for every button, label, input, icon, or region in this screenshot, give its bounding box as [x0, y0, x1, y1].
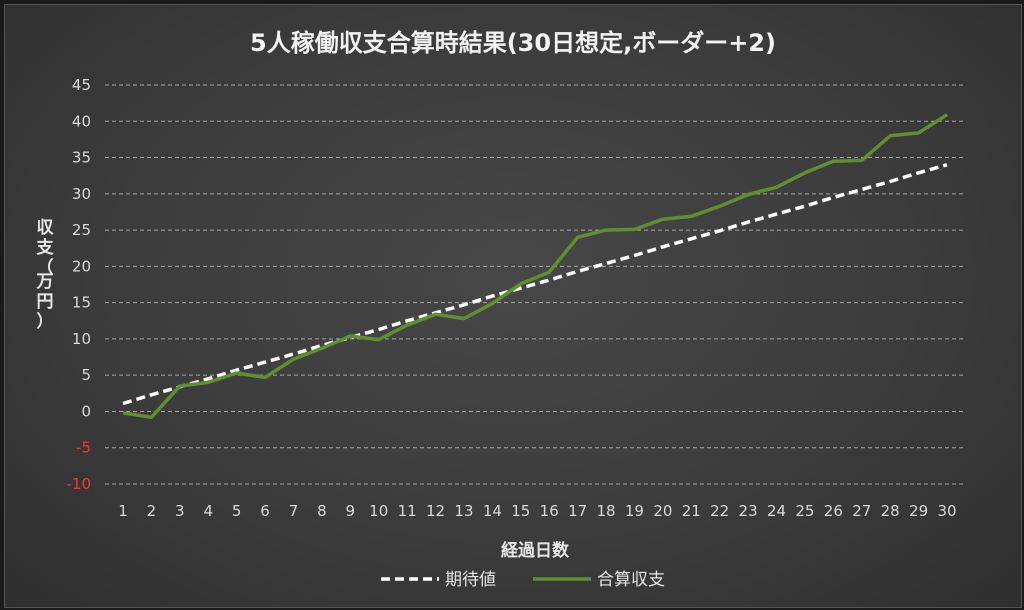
- x-tick-label: 6: [260, 502, 270, 520]
- y-tick-label: 20: [72, 257, 91, 275]
- y-tick-label: 10: [72, 330, 91, 348]
- series-line-expected: [122, 163, 948, 406]
- x-tick-label: 24: [767, 502, 786, 520]
- y-axis-ticks: 45 40 35 30 25 20 15 10 5 0 -5 -10: [67, 76, 92, 493]
- y-tick-label: -10: [67, 475, 92, 493]
- line-chart: 5人稼働収支合算時結果(30日想定,ボーダー+2) 45403530252015…: [36, 29, 965, 590]
- y-tick-label: 15: [72, 294, 91, 312]
- y-tick-label: 25: [72, 221, 91, 239]
- y-tick-label: 5: [81, 366, 91, 384]
- series-lines: [122, 113, 948, 420]
- y-tick-label: 40: [72, 112, 91, 130]
- x-tick-label: 15: [511, 502, 530, 520]
- y-tick-label: 45: [72, 76, 91, 94]
- x-axis-ticks: 1 2 3 4 5 6 7 8 9 10 11 12 13 14 15 16 17 18 19 20 21 22 23 24 2…: [118, 502, 956, 520]
- x-tick-label: 8: [317, 502, 327, 520]
- legend-item: 期待値: [381, 570, 496, 590]
- x-tick-label: 2: [147, 502, 157, 520]
- x-tick-label: 4: [203, 502, 213, 520]
- x-tick-label: 3: [175, 502, 185, 520]
- x-tick-label: 1: [118, 502, 128, 520]
- x-tick-label: 22: [710, 502, 729, 520]
- x-tick-label: 7: [289, 502, 299, 520]
- y-tick-label: 30: [72, 185, 91, 203]
- x-tick-label: 16: [540, 502, 559, 520]
- y-axis-label: 収支（万円）: [36, 218, 55, 332]
- x-tick-label: 30: [937, 502, 956, 520]
- x-tick-label: 5: [232, 502, 242, 520]
- y-tick-label: -5: [76, 439, 91, 457]
- x-tick-label: 11: [398, 502, 417, 520]
- chart-area: 5人稼働収支合算時結果(30日想定,ボーダー+2) 45 40 35 30 25 20 15…: [4, 4, 1022, 608]
- y-tick-label: 35: [72, 149, 91, 167]
- x-axis-label: 経過日数: [501, 540, 570, 561]
- x-tick-label: 27: [852, 502, 871, 520]
- x-tick-label: 25: [795, 502, 814, 520]
- x-tick-label: 19: [625, 502, 644, 520]
- series-line-combined: [122, 113, 948, 420]
- x-tick-label: 10: [369, 502, 388, 520]
- gridlines: [105, 84, 965, 485]
- legend-label: 期待値: [445, 570, 496, 590]
- x-tick-label: 28: [881, 502, 900, 520]
- x-tick-label: 14: [483, 502, 502, 520]
- x-tick-label: 29: [909, 502, 928, 520]
- x-tick-label: 9: [346, 502, 356, 520]
- x-tick-label: 26: [824, 502, 843, 520]
- chart-title: 5人稼働収支合算時結果(30日想定,ボーダー+2): [250, 29, 776, 57]
- legend-label: 合算収支: [597, 570, 665, 590]
- x-tick-label: 18: [596, 502, 615, 520]
- x-tick-label: 12: [426, 502, 445, 520]
- x-tick-label: 17: [568, 502, 587, 520]
- x-tick-label: 13: [454, 502, 473, 520]
- y-tick-label: 0: [81, 402, 91, 420]
- x-tick-label: 20: [653, 502, 672, 520]
- legend: 期待値 合算収支: [381, 570, 665, 590]
- legend-item: 合算収支: [533, 570, 665, 590]
- x-tick-label: 23: [739, 502, 758, 520]
- x-tick-label: 21: [682, 502, 701, 520]
